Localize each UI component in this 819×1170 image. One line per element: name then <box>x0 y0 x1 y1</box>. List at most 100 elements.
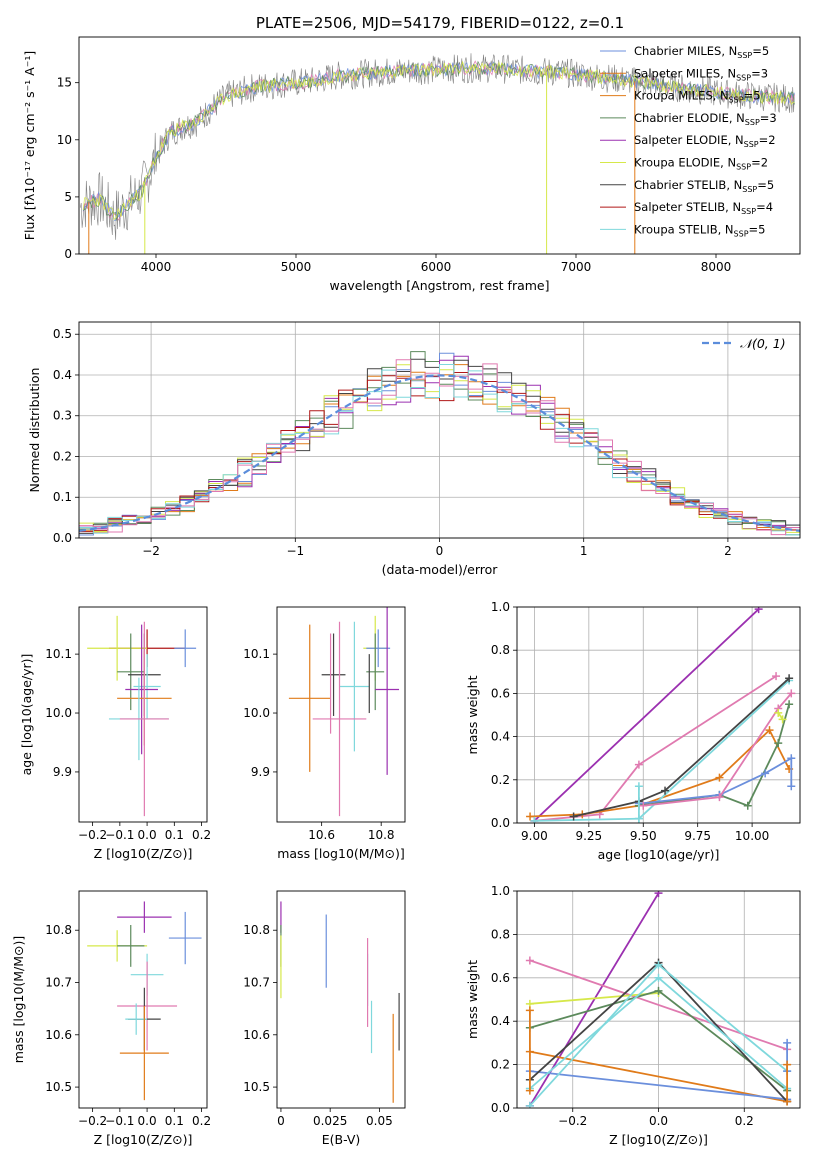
x-tick-label: 9.00 <box>521 829 548 843</box>
legend-entry: Salpeter STELIB, NSSP=4 <box>634 200 773 216</box>
y-tick-label: 0.4 <box>491 1014 510 1028</box>
x-tick-label: 0.0 <box>138 828 157 842</box>
x-tick-label: 4000 <box>141 260 172 274</box>
plot-area <box>80 53 795 254</box>
plus-marker <box>654 891 663 898</box>
plus-marker <box>743 801 752 810</box>
axes-frame <box>516 890 801 1109</box>
x-axis-label: Z [log10(Z/Z⊙)] <box>94 846 193 861</box>
y-axis-label: mass weight <box>465 675 480 754</box>
histogram-step-line <box>79 359 800 538</box>
plus-marker <box>654 986 663 995</box>
plus-marker <box>525 1086 534 1095</box>
y-tick-label: 0.6 <box>491 971 510 985</box>
y-tick-label: 10.5 <box>243 1080 270 1094</box>
y-tick-label: 0.2 <box>491 773 510 787</box>
x-tick-label: −2 <box>142 544 160 558</box>
age-vs-mass-panel: 10.6 10.8 9.9 10.0 10.1 mass [log10(M/M⊙)] <box>243 606 406 861</box>
x-tick-label: 6000 <box>421 260 452 274</box>
plus-marker <box>525 1101 534 1108</box>
y-tick-label: 1.0 <box>491 884 510 898</box>
x-tick-label: 0.2 <box>192 828 211 842</box>
normal-curve-line <box>79 374 800 532</box>
plot-area <box>526 607 796 823</box>
y-tick-label: 10.1 <box>45 647 72 661</box>
plus-marker <box>774 739 783 748</box>
figure-title: PLATE=2506, MJD=54179, FIBERID=0122, z=0… <box>256 14 624 32</box>
plus-marker <box>785 700 794 709</box>
plus-marker <box>715 793 724 802</box>
plus-marker <box>787 782 796 791</box>
mass-weight-line <box>533 608 760 822</box>
y-axis-label: Flux [fλ10⁻¹⁷ erg cm⁻² s⁻¹ A⁻¹] <box>22 51 37 240</box>
mass-weight-line <box>529 992 659 1005</box>
plus-marker <box>715 773 724 782</box>
y-axis-label: Normed distribution <box>27 368 42 493</box>
model-spectrum-line <box>82 60 795 221</box>
axis-ticks: 4000 5000 6000 7000 8000 0 5 10 15 <box>57 76 732 274</box>
x-tick-label: 9.50 <box>630 829 657 843</box>
axis-ticks: 0 0.025 0.05 10.5 10.6 10.7 10.8 <box>243 923 392 1128</box>
plus-marker <box>778 715 787 724</box>
x-tick-label: 0.0 <box>138 1114 157 1128</box>
x-tick-label: 0.2 <box>735 1114 754 1128</box>
mass-weight-vs-age-panel: 9.00 9.25 9.50 9.75 10.00 0.0 0.2 0.4 0.6 0.8 1.0 a… <box>465 600 801 862</box>
x-tick-label: 0.025 <box>313 1114 347 1128</box>
plus-marker <box>783 1038 792 1047</box>
plus-marker <box>765 726 774 735</box>
y-tick-label: 10.8 <box>243 923 270 937</box>
plus-marker <box>774 708 783 717</box>
y-tick-label: 10 <box>57 133 72 147</box>
mass-weight-line <box>643 692 792 807</box>
x-tick-label: 9.25 <box>575 829 602 843</box>
y-tick-label: 1.0 <box>491 600 510 614</box>
y-tick-label: 10.5 <box>45 1080 72 1094</box>
y-tick-label: 0.1 <box>53 490 72 504</box>
x-axis-label: wavelength [Angstrom, rest frame] <box>329 278 549 293</box>
plus-marker <box>787 689 796 698</box>
plus-marker <box>783 1060 792 1069</box>
mass-vs-reddening-panel: 0 0.025 0.05 10.5 10.6 10.7 10.8 E(B-V) <box>243 890 406 1147</box>
x-tick-label: 7000 <box>561 260 592 274</box>
plot-area <box>288 607 400 817</box>
axes-frame <box>78 36 801 255</box>
y-tick-label: 0.4 <box>53 368 72 382</box>
axes-frame <box>276 890 406 1109</box>
plus-marker <box>754 607 763 614</box>
y-tick-label: 0.0 <box>491 816 510 830</box>
legend-entry: Salpeter MILES, NSSP=3 <box>634 66 768 82</box>
mass-weight-line <box>573 677 790 818</box>
legend-entry: Chabrier MILES, NSSP=5 <box>634 44 769 60</box>
x-axis-label: age [log10(age/yr)] <box>598 847 720 862</box>
plus-marker <box>530 816 539 823</box>
axes-frame <box>276 606 406 823</box>
x-tick-label: 0.05 <box>366 1114 393 1128</box>
axis-ticks: 10.6 10.8 9.9 10.0 10.1 <box>243 647 394 842</box>
y-tick-label: 0.8 <box>491 643 510 657</box>
y-axis-label: mass weight <box>465 960 480 1039</box>
x-axis-label: Z [log10(Z/Z⊙)] <box>609 1132 708 1147</box>
plus-marker <box>525 1006 534 1015</box>
y-tick-label: 10.7 <box>45 976 72 990</box>
x-tick-label: 0.0 <box>649 1114 668 1128</box>
y-tick-label: 0.2 <box>491 1058 510 1072</box>
legend-entry: Salpeter ELODIE, NSSP=2 <box>634 133 776 149</box>
plot-area <box>87 901 202 1101</box>
y-tick-label: 0.8 <box>491 927 510 941</box>
plot-area <box>280 901 400 1103</box>
legend-entry: Chabrier STELIB, NSSP=5 <box>634 178 774 194</box>
y-tick-label: 10.6 <box>243 1028 270 1042</box>
y-tick-label: 0.5 <box>53 327 72 341</box>
legend-entry: 𝒩(0, 1) <box>740 336 786 351</box>
plus-marker <box>634 760 643 769</box>
plus-marker <box>761 769 770 778</box>
plus-marker <box>525 956 534 965</box>
x-tick-label: 0.2 <box>192 1114 211 1128</box>
axes-frame <box>78 606 208 823</box>
y-tick-label: 0.4 <box>491 730 510 744</box>
y-tick-label: 10.0 <box>45 706 72 720</box>
x-tick-label: −0.1 <box>105 1114 134 1128</box>
plus-marker <box>654 960 663 969</box>
legend-entry: Kroupa ELODIE, NSSP=2 <box>634 156 768 172</box>
